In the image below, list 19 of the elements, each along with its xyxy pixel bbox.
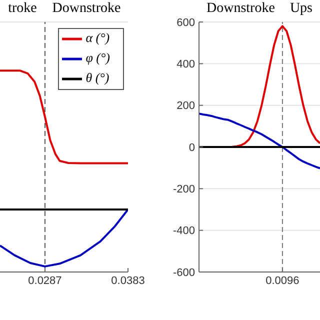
text: Ups: [290, 0, 312, 18]
line-series: [199, 112, 320, 170]
y-tick-label: 0: [188, 142, 195, 154]
x-tick-label: 0.0096: [266, 274, 300, 287]
y-tick-label: 600: [176, 16, 195, 29]
legend-label: θ (°): [86, 70, 110, 85]
y-tick-label: -600: [172, 266, 195, 279]
x-tick-label: 0.0383: [111, 274, 145, 287]
text: Downstroke: [206, 0, 275, 18]
y-tick-label: -200: [172, 184, 195, 196]
text: troke: [8, 0, 37, 18]
y-tick-label: 400: [176, 58, 195, 71]
x-tick-label: 0.0287: [28, 274, 62, 287]
text: Downstroke: [52, 0, 121, 18]
legend-label: φ (°): [86, 50, 110, 65]
line-series: [231, 25, 320, 148]
legend-label: α (°): [86, 30, 110, 45]
y-tick-label: -400: [172, 225, 195, 238]
y-tick-label: 200: [176, 100, 195, 112]
